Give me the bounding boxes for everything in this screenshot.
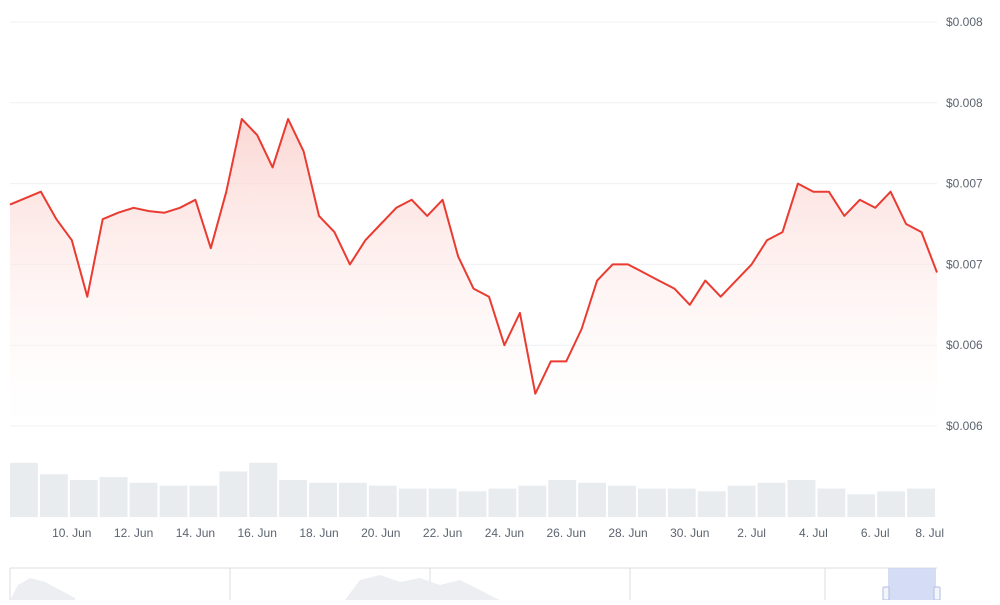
volume-bar [757, 482, 786, 517]
volume-bar [727, 485, 756, 517]
volume-bar [458, 491, 487, 517]
x-tick-label: 10. Jun [52, 526, 91, 540]
y-tick-label: $0.006 [946, 338, 983, 352]
volume-bar [338, 482, 367, 517]
x-tick-label: 16. Jun [238, 526, 277, 540]
navigator-right-handle[interactable] [933, 586, 941, 601]
volume-bar [279, 479, 308, 517]
volume-bar [548, 479, 577, 517]
volume-bar [518, 485, 547, 517]
volume-bar [10, 462, 38, 517]
price-area [10, 119, 937, 426]
volume-bar [309, 482, 337, 517]
volume-bar [847, 494, 876, 517]
volume-bar [488, 488, 517, 517]
y-tick-label: $0.007 [946, 257, 983, 271]
x-tick-label: 26. Jun [547, 526, 586, 540]
x-axis-ticks: 10. Jun 12. Jun 14. Jun 16. Jun 18. Jun 20. J… [52, 526, 944, 540]
volume-bar [608, 485, 636, 517]
x-tick-label: 12. Jun [114, 526, 153, 540]
volume-bar [39, 474, 68, 517]
volume-bar [69, 479, 98, 517]
volume-bar [667, 488, 696, 517]
x-tick-label: 14. Jun [176, 526, 215, 540]
volume-bar [877, 491, 906, 517]
y-tick-label: $0.007 [946, 177, 983, 191]
navigator-selection[interactable] [888, 568, 936, 600]
volume-bar [159, 485, 188, 517]
volume-bar [907, 488, 935, 517]
x-tick-label: 30. Jun [670, 526, 709, 540]
x-tick-label: 4. Jul [799, 526, 828, 540]
y-tick-label: $0.006 [946, 419, 983, 433]
navigator-area [345, 575, 500, 600]
x-tick-label: 6. Jul [861, 526, 890, 540]
price-area-layer [10, 119, 937, 426]
y-axis-ticks: $0.008 $0.008 $0.007 $0.007 $0.006 $0.006 [946, 15, 983, 433]
volume-bar [637, 488, 666, 517]
x-tick-label: 28. Jun [608, 526, 647, 540]
x-tick-label: 20. Jun [361, 526, 400, 540]
price-line [9, 118, 938, 395]
y-tick-label: $0.008 [946, 96, 983, 110]
volume-bars [10, 462, 935, 517]
volume-bar [368, 485, 397, 517]
volume-bar [817, 488, 846, 517]
navigator-left-handle[interactable] [882, 586, 890, 601]
x-tick-label: 2. Jul [737, 526, 766, 540]
volume-bar [578, 482, 607, 517]
volume-bar [249, 462, 278, 517]
volume-bar [428, 488, 457, 517]
x-tick-label: 18. Jun [299, 526, 338, 540]
navigator-area [10, 578, 75, 600]
volume-bar [99, 477, 128, 517]
volume-bar [129, 482, 158, 517]
y-tick-label: $0.008 [946, 15, 983, 29]
x-tick-label: 8. Jul [915, 526, 944, 540]
volume-bar [398, 488, 427, 517]
navigator[interactable] [9, 567, 941, 601]
x-tick-label: 22. Jun [423, 526, 462, 540]
x-tick-label: 24. Jun [485, 526, 524, 540]
volume-bar [219, 471, 248, 517]
volume-bar [697, 491, 726, 517]
price-line-layer [9, 118, 938, 395]
volume-bar [189, 485, 218, 517]
volume-bar [787, 479, 816, 517]
